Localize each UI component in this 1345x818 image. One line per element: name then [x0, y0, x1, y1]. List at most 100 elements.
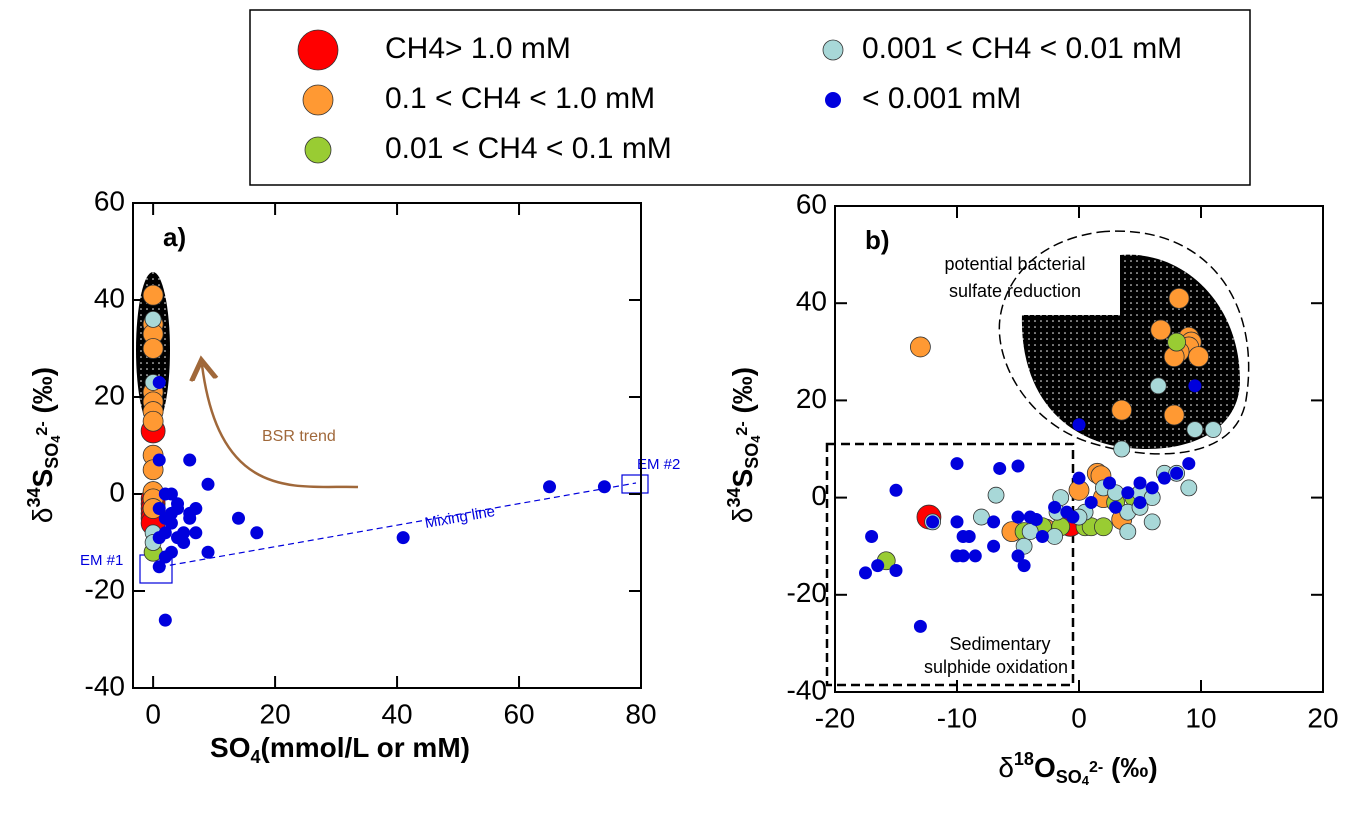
data-point [1048, 500, 1062, 514]
data-point [1103, 476, 1116, 490]
data-point [1145, 481, 1159, 495]
x-tick-label: 80 [625, 698, 656, 729]
data-point [1011, 549, 1025, 563]
annotation: sulphide oxidation [924, 657, 1068, 677]
data-point [1046, 528, 1063, 545]
data-point [201, 545, 215, 559]
data-point [1109, 500, 1123, 514]
data-point [1035, 529, 1049, 543]
data-point [158, 526, 172, 540]
legend-label: CH4> 1.0 mM [385, 32, 571, 65]
data-point [201, 477, 215, 491]
data-point [189, 502, 203, 516]
data-point [1170, 466, 1184, 480]
em-box [621, 474, 649, 494]
data-point [1180, 479, 1198, 497]
data-point [1017, 559, 1031, 573]
y-tick-label: 0 [811, 480, 827, 511]
legend-marker [297, 29, 339, 71]
data-point [1121, 486, 1135, 500]
legend-marker [302, 84, 334, 116]
data-point [164, 516, 178, 530]
x-tick-label: 60 [503, 698, 534, 729]
data-point [144, 310, 162, 328]
y-tick-label: 60 [94, 185, 125, 216]
panel-label: a) [163, 222, 186, 252]
x-tick-label: 0 [1071, 702, 1087, 733]
data-point [1084, 495, 1098, 509]
data-point [1066, 510, 1080, 524]
data-point [1149, 377, 1167, 395]
data-point [1143, 513, 1161, 531]
data-point [1011, 459, 1025, 473]
bsr-arrow [202, 365, 359, 489]
legend-marker [822, 39, 844, 61]
data-point [164, 506, 178, 520]
data-point [859, 566, 872, 580]
data-point [1119, 523, 1137, 541]
data-point [926, 515, 940, 529]
legend: CH4> 1.0 mM 0.1 < CH4 < 1.0 mM 0.01 < CH4 … [297, 29, 1182, 165]
data-point [189, 526, 203, 540]
y-tick-label: 40 [796, 286, 827, 317]
oxidation-box [825, 442, 1075, 687]
y-axis-label: δ34SSO42- (‰) [24, 367, 64, 523]
data-point [171, 497, 185, 511]
x-tick-label: 20 [260, 698, 291, 729]
data-point [1111, 399, 1133, 421]
x-axis-label: SO4(mmol/L or mM) [210, 732, 470, 766]
data-point [973, 508, 990, 526]
mixing-line [159, 482, 637, 568]
annotation: Sedimentary [949, 634, 1050, 654]
legend-marker [825, 92, 841, 108]
data-point [142, 338, 164, 359]
data-point [1133, 495, 1147, 509]
x-tick-label: -20 [815, 702, 855, 733]
data-point [396, 531, 410, 545]
x-tick-label: 0 [145, 698, 161, 729]
data-point [152, 453, 166, 467]
y-tick-label: 20 [796, 383, 827, 414]
y-tick-label: 40 [94, 282, 125, 313]
x-tick-label: 20 [1307, 702, 1338, 733]
data-point [950, 515, 964, 529]
data-point [1029, 512, 1043, 526]
data-point [152, 375, 166, 389]
data-point [152, 502, 166, 516]
data-point [1186, 421, 1204, 438]
data-point [1182, 457, 1196, 471]
data-point [1021, 523, 1039, 541]
data-point [987, 515, 1001, 529]
x-tick-label: 10 [1185, 702, 1216, 733]
data-point [142, 284, 164, 306]
x-axis-label: δ18OSO42- (‰) [998, 749, 1157, 789]
data-point [889, 564, 903, 577]
y-tick-label: 60 [796, 188, 827, 219]
data-point [987, 486, 1005, 504]
y-tick-label: -20 [85, 573, 125, 604]
annotation: BSR trend [262, 428, 336, 445]
data-point [232, 511, 246, 525]
data-point [1113, 440, 1131, 458]
data-point [889, 483, 903, 497]
data-point [1011, 510, 1025, 524]
annotation: potential bacterial [944, 254, 1085, 274]
data-point [1072, 418, 1086, 432]
data-point [910, 336, 931, 358]
data-point [950, 457, 964, 471]
data-point [950, 549, 964, 563]
legend-label: 0.01 < CH4 < 0.1 mM [385, 132, 672, 165]
data-point [993, 461, 1007, 475]
x-tick-label: 40 [381, 698, 412, 729]
data-point [1163, 404, 1185, 426]
legend-marker [304, 136, 332, 164]
data-point [987, 539, 1001, 553]
data-point [962, 529, 976, 543]
plot-frame [834, 205, 1324, 693]
y-tick-label: -40 [787, 674, 827, 705]
legend-label: < 0.001 mM [862, 82, 1021, 115]
data-point [1188, 379, 1202, 393]
data-point [1188, 346, 1209, 368]
data-point [142, 410, 164, 432]
